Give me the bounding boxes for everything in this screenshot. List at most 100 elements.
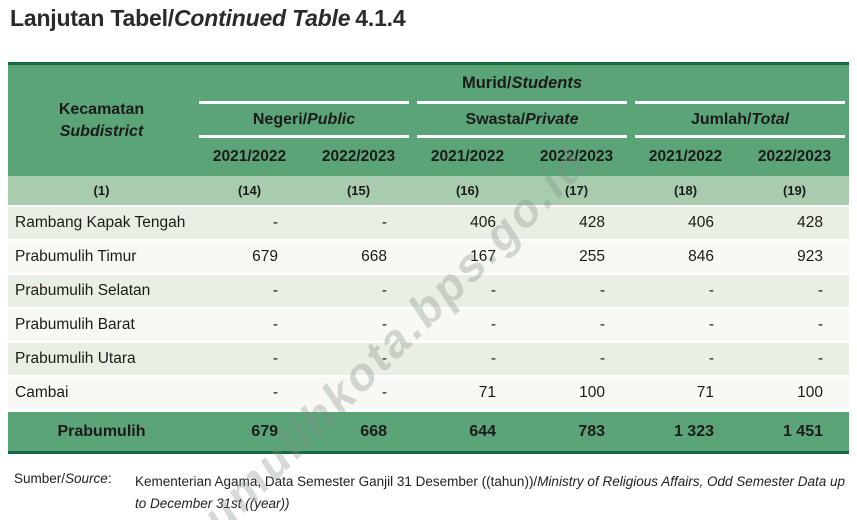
value-cell: 428 <box>579 214 605 231</box>
source-label-english: Source <box>65 471 108 486</box>
value-cell: - <box>490 316 496 333</box>
group-label-indonesian: Swasta/ <box>465 110 526 128</box>
group-label-english: Private <box>525 110 579 128</box>
value-cell: - <box>599 282 605 299</box>
sumber-label: Sumber/ <box>14 471 66 486</box>
subdistrict-name: Prabumulih Timur <box>15 248 137 265</box>
subdistrict-name: Prabumulih Barat <box>15 316 135 333</box>
kecamatan-label: Kecamatan <box>58 100 145 118</box>
total-value-cell: 1 323 <box>673 422 714 440</box>
year-header: 2022/2023 <box>321 148 396 165</box>
table-bottom-border <box>8 451 849 454</box>
value-cell: - <box>708 350 714 367</box>
year-header: 2022/2023 <box>757 148 832 165</box>
data-columns-header: Murid/Students Negeri/Public Swasta/Priva… <box>195 65 849 176</box>
subdistrict-name: Rambang Kapak Tengah <box>15 214 186 231</box>
source-note: Sumber/Source: Kementerian Agama, Data S… <box>14 471 851 515</box>
value-cell: 846 <box>688 248 714 265</box>
value-cell: - <box>272 282 278 299</box>
total-value-cell: 644 <box>469 422 496 440</box>
source-text-english-line1: Ministry of Religious Affairs, Odd Semes… <box>537 474 846 489</box>
table-row: Prabumulih Selatan - - - - - - <box>8 275 849 307</box>
school-type-header-row: Negeri/Public Swasta/Private Jumlah/Total <box>195 101 849 138</box>
value-cell: - <box>272 214 278 231</box>
page-title: Lanjutan Tabel/Continued Table 4.1.4 <box>10 5 406 32</box>
year-header: 2021/2022 <box>430 148 505 165</box>
column-number: (14) <box>237 183 262 198</box>
group-label-indonesian: Jumlah/ <box>690 110 752 128</box>
table-header: Kecamatan Subdistrict Murid/Students Neg… <box>8 65 849 176</box>
total-row-label: Prabumulih <box>57 422 146 440</box>
subdistrict-name: Prabumulih Selatan <box>15 282 151 299</box>
murid-label: Murid/ <box>461 73 512 92</box>
table-row: Cambai - - 71 100 71 100 <box>8 377 849 409</box>
school-type-header: Swasta/Private <box>417 101 627 138</box>
value-cell: - <box>817 350 823 367</box>
table-row: Prabumulih Utara - - - - - - <box>8 343 849 375</box>
group-label-english: Public <box>307 110 356 128</box>
value-cell: 428 <box>797 214 823 231</box>
value-cell: 255 <box>579 248 605 265</box>
total-value-cell: 1 451 <box>782 422 823 440</box>
table-row: Prabumulih Timur 679 668 167 255 846 923 <box>8 241 849 273</box>
source-text-english-line2: to December 31st ((year)) <box>135 495 290 511</box>
total-row: Prabumulih 679 668 644 783 1 323 1 451 <box>8 412 849 451</box>
title-indonesian: Lanjutan Tabel/ <box>10 5 174 31</box>
table-top-border <box>8 62 849 65</box>
column-number: (19) <box>782 183 807 198</box>
table-row: Rambang Kapak Tengah - - 406 428 406 428 <box>8 207 849 239</box>
value-cell: - <box>381 384 387 401</box>
value-cell: 100 <box>797 384 823 401</box>
title-english: Continued Table <box>173 5 351 31</box>
value-cell: 923 <box>797 248 823 265</box>
value-cell: 71 <box>478 384 496 401</box>
source-label: Sumber/Source: <box>14 471 135 515</box>
value-cell: 71 <box>696 384 714 401</box>
value-cell: - <box>490 350 496 367</box>
value-cell: - <box>381 350 387 367</box>
students-group-header: Murid/Students <box>195 65 849 101</box>
column-number: (17) <box>564 183 589 198</box>
total-value-cell: 668 <box>360 422 387 440</box>
value-cell: - <box>381 282 387 299</box>
value-cell: - <box>490 282 496 299</box>
group-label-english: Total <box>751 110 790 128</box>
column-number: (16) <box>455 183 480 198</box>
table-body: Rambang Kapak Tengah - - 406 428 406 428 Prabum… <box>8 207 849 409</box>
year-header: 2022/2023 <box>539 148 614 165</box>
students-label: Students <box>511 73 583 92</box>
column-number: (1) <box>93 183 110 198</box>
subdistrict-name: Cambai <box>15 384 69 401</box>
value-cell: - <box>272 316 278 333</box>
value-cell: - <box>381 214 387 231</box>
value-cell: 100 <box>579 384 605 401</box>
subdistrict-label: Subdistrict <box>59 122 144 140</box>
value-cell: - <box>272 350 278 367</box>
value-cell: - <box>599 350 605 367</box>
value-cell: - <box>272 384 278 401</box>
subdistrict-name: Prabumulih Utara <box>15 350 136 367</box>
value-cell: - <box>708 316 714 333</box>
title-table-number: 4.1.4 <box>355 5 406 31</box>
value-cell: - <box>817 316 823 333</box>
column-number: (18) <box>673 183 698 198</box>
school-type-header: Negeri/Public <box>199 101 409 138</box>
total-value-cell: 679 <box>251 422 278 440</box>
value-cell: - <box>599 316 605 333</box>
value-cell: 668 <box>361 248 387 265</box>
total-value-cell: 783 <box>578 422 605 440</box>
source-colon: : <box>107 471 112 486</box>
value-cell: 167 <box>470 248 496 265</box>
table-row: Prabumulih Barat - - - - - - <box>8 309 849 341</box>
value-cell: 406 <box>470 214 496 231</box>
value-cell: - <box>708 282 714 299</box>
school-type-header: Jumlah/Total <box>635 101 845 138</box>
year-header-row: 2021/2022 2022/2023 2021/2022 2022/2023 2021… <box>195 138 849 176</box>
subdistrict-column-header: Kecamatan Subdistrict <box>8 65 195 176</box>
column-number: (15) <box>346 183 371 198</box>
value-cell: 679 <box>252 248 278 265</box>
value-cell: - <box>381 316 387 333</box>
year-header: 2021/2022 <box>212 148 287 165</box>
year-header: 2021/2022 <box>648 148 723 165</box>
